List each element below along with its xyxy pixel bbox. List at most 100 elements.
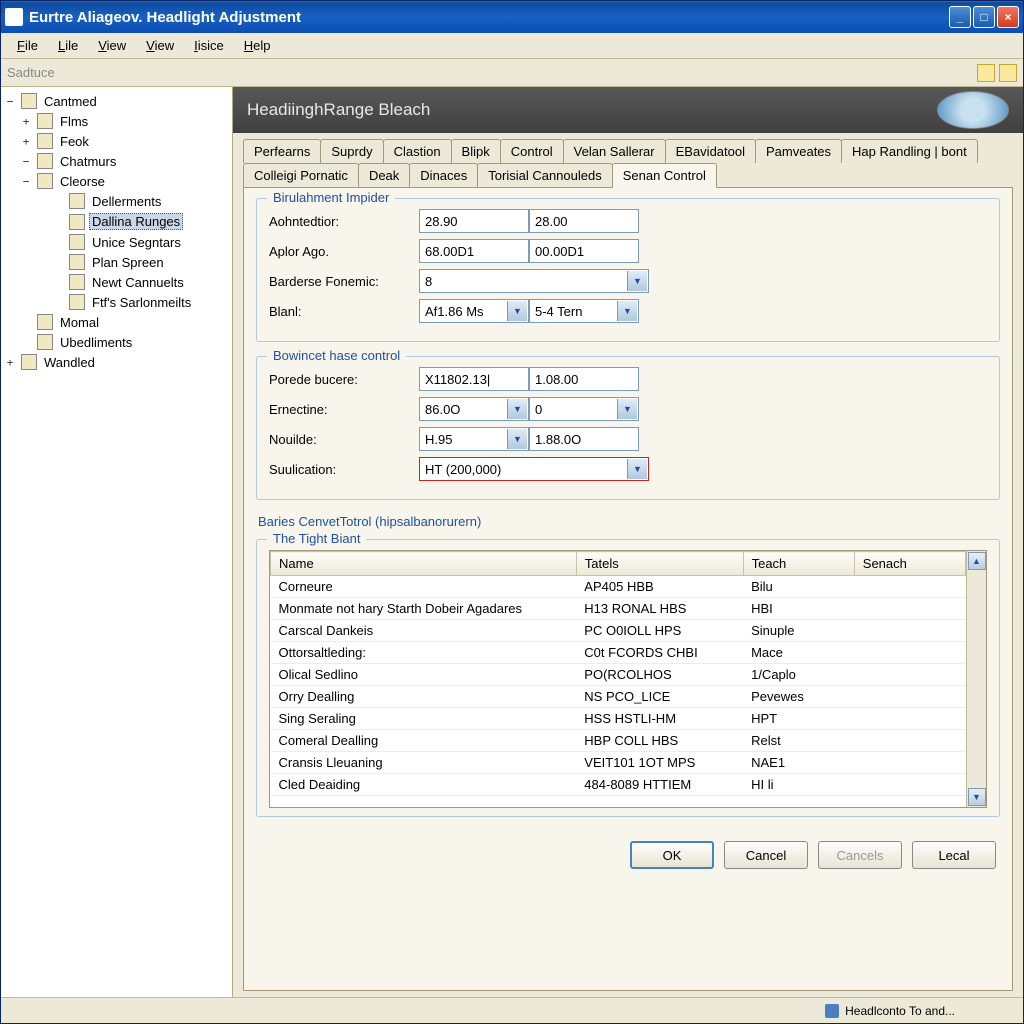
group-title: Birulahment Impider	[267, 190, 395, 205]
tree-item[interactable]: +Wandled	[3, 352, 230, 372]
tab[interactable]: Dinaces	[409, 163, 478, 187]
combo-field[interactable]: Af1.86 Ms▼	[419, 299, 529, 323]
ok-button[interactable]: OK	[630, 841, 714, 869]
column-header[interactable]: Teach	[743, 552, 854, 576]
section-link[interactable]: Baries CenvetTotrol (hipsalbanorurern)	[258, 514, 1000, 529]
table-cell: VEIT101 1OT MPS	[576, 752, 743, 774]
menu-iisice[interactable]: Iisice	[184, 35, 234, 56]
scroll-up-button[interactable]: ▲	[968, 552, 986, 570]
tree-root[interactable]: −Cantmed	[3, 91, 230, 111]
table-cell	[854, 642, 965, 664]
combo-field[interactable]: 8▼	[419, 269, 649, 293]
cancel-button[interactable]: Cancel	[724, 841, 808, 869]
tree-item[interactable]: Newt Cannuelts	[3, 272, 230, 292]
form-row: Ernectine:86.0O▼ 0▼	[269, 397, 987, 421]
maximize-button[interactable]: □	[973, 6, 995, 28]
table-row[interactable]: Cransis LleuaningVEIT101 1OT MPSNAE1	[271, 752, 966, 774]
tab[interactable]: Velan Sallerar	[563, 139, 666, 163]
tree-item[interactable]: Ftf's Sarlonmeilts	[3, 292, 230, 312]
table-cell: H13 RONAL HBS	[576, 598, 743, 620]
combo-field[interactable]: 5-4 Tern▼	[529, 299, 639, 323]
tab[interactable]: Control	[500, 139, 564, 163]
tree-item[interactable]: −Chatmurs	[3, 151, 230, 171]
tree-item[interactable]: −Cleorse	[3, 171, 230, 191]
tree-item[interactable]: Dallina Runges	[3, 211, 230, 232]
table-cell: HPT	[743, 708, 854, 730]
tree-item[interactable]: +Feok	[3, 131, 230, 151]
tree-item[interactable]: Plan Spreen	[3, 252, 230, 272]
table-row[interactable]: Comeral DeallingHBP COLL HBSRelst	[271, 730, 966, 752]
menu-view[interactable]: View	[136, 35, 184, 56]
table-row[interactable]: Sing SeralingHSS HSTLI-HMHPT	[271, 708, 966, 730]
chevron-down-icon: ▼	[507, 429, 527, 449]
combo-field[interactable]: HT (200,000)▼	[419, 457, 649, 481]
local-button[interactable]: Lecal	[912, 841, 996, 869]
tree-item[interactable]: +Flms	[3, 111, 230, 131]
column-header[interactable]: Senach	[854, 552, 965, 576]
text-field[interactable]	[529, 239, 639, 263]
table-row[interactable]: Ottorsaltleding:C0t FCORDS CHBIMace	[271, 642, 966, 664]
tab[interactable]: Suprdy	[320, 139, 383, 163]
cancels-button[interactable]: Cancels	[818, 841, 902, 869]
combo-field[interactable]: 86.0O▼	[419, 397, 529, 421]
tab[interactable]: Hap Randling | bont	[841, 139, 978, 163]
table-cell: Cled Deaiding	[271, 774, 577, 796]
text-field[interactable]	[529, 367, 639, 391]
text-field[interactable]	[529, 427, 639, 451]
tab[interactable]: EBavidatool	[665, 139, 756, 163]
table-cell	[854, 730, 965, 752]
combo-field[interactable]: H.95▼	[419, 427, 529, 451]
tree-item[interactable]: Ubedliments	[3, 332, 230, 352]
menu-file[interactable]: File	[7, 35, 48, 56]
tab[interactable]: Colleigi Pornatic	[243, 163, 359, 187]
table-cell: 1/Caplo	[743, 664, 854, 686]
table-cell: Relst	[743, 730, 854, 752]
table-cell: Mace	[743, 642, 854, 664]
tab[interactable]: Clastion	[383, 139, 452, 163]
close-button[interactable]: ×	[997, 6, 1019, 28]
table-row[interactable]: Cled Deaiding484-8089 HTTIEMHI li	[271, 774, 966, 796]
table-cell: 484-8089 HTTIEM	[576, 774, 743, 796]
scrollbar[interactable]: ▲ ▼	[966, 551, 986, 807]
menu-lile[interactable]: Lile	[48, 35, 88, 56]
table-row[interactable]: Carscal DankeisPC O0IOLL HPSSinuple	[271, 620, 966, 642]
text-field[interactable]	[419, 239, 529, 263]
tree-item[interactable]: Dellerments	[3, 191, 230, 211]
tab[interactable]: Torisial Cannouleds	[477, 163, 612, 187]
tree-item[interactable]: Momal	[3, 312, 230, 332]
table-row[interactable]: CorneureAP405 HBBBilu	[271, 576, 966, 598]
table-row[interactable]: Monmate not hary Starth Dobeir AgadaresH…	[271, 598, 966, 620]
chevron-down-icon: ▼	[507, 399, 527, 419]
table-row[interactable]: Orry DeallingNS PCO_LICEPevewes	[271, 686, 966, 708]
tabs: PerfearnsSuprdyClastionBlipkControlVelan…	[243, 139, 1013, 187]
tab[interactable]: Blipk	[451, 139, 501, 163]
table-cell: Corneure	[271, 576, 577, 598]
combo-field[interactable]: 0▼	[529, 397, 639, 421]
tab[interactable]: Senan Control	[612, 163, 717, 188]
text-field[interactable]	[419, 209, 529, 233]
status-text: Headlconto To and...	[845, 1004, 955, 1018]
group-title: The Tight Biant	[267, 531, 366, 546]
group-table: The Tight Biant NameTatelsTeachSenach Co…	[256, 539, 1000, 817]
table-row[interactable]: Olical SedlinoPO(RCOLHOS1/Caplo	[271, 664, 966, 686]
field-label: Porede bucere:	[269, 372, 419, 387]
tree-item[interactable]: Unice Segntars	[3, 232, 230, 252]
toolbar-icon-2[interactable]	[999, 64, 1017, 82]
table-cell: Comeral Dealling	[271, 730, 577, 752]
tab[interactable]: Deak	[358, 163, 410, 187]
toolbar-label: Sadtuce	[7, 65, 55, 80]
column-header[interactable]: Name	[271, 552, 577, 576]
header-band: HeadiinghRange Bleach	[233, 87, 1023, 133]
text-field[interactable]	[419, 367, 529, 391]
column-header[interactable]: Tatels	[576, 552, 743, 576]
text-field[interactable]	[529, 209, 639, 233]
tab[interactable]: Pamveates	[755, 139, 842, 163]
menu-view[interactable]: View	[88, 35, 136, 56]
minimize-button[interactable]: _	[949, 6, 971, 28]
table-cell: PO(RCOLHOS	[576, 664, 743, 686]
scroll-down-button[interactable]: ▼	[968, 788, 986, 806]
tab[interactable]: Perfearns	[243, 139, 321, 163]
table-cell: Sing Seraling	[271, 708, 577, 730]
toolbar-icon-1[interactable]	[977, 64, 995, 82]
menu-help[interactable]: Help	[234, 35, 281, 56]
